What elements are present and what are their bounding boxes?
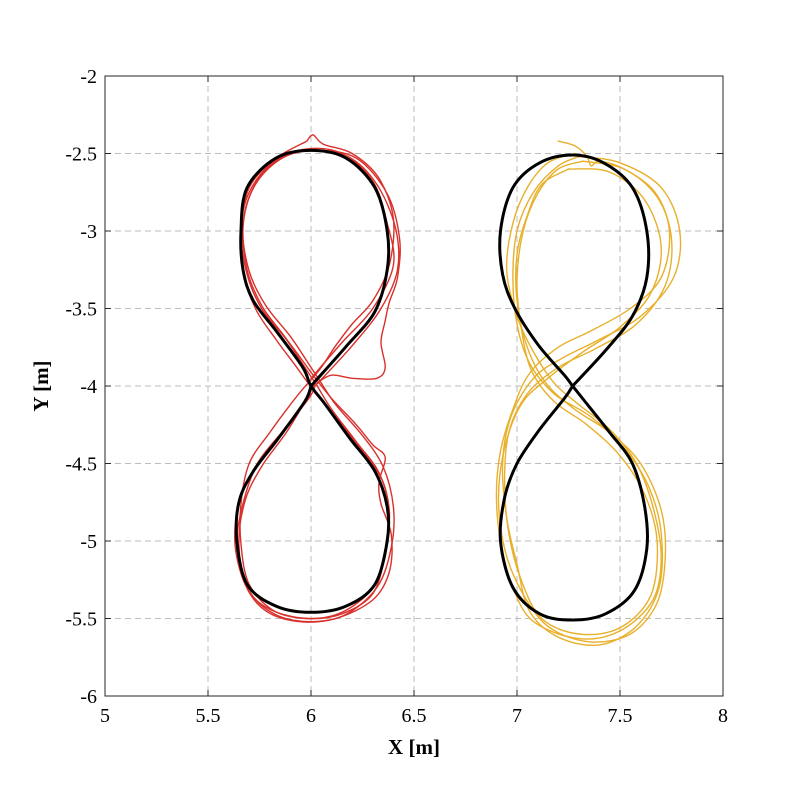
x-tick-label: 5 <box>100 705 110 727</box>
y-tick-label: -6 <box>80 686 97 708</box>
y-axis-label: Y [m] <box>29 360 53 411</box>
y-tick-label: -4.5 <box>65 454 97 476</box>
x-tick-labels: 5 5.5 6 6.5 7 7.5 8 <box>100 705 728 727</box>
reference-trajectory-line <box>498 153 651 622</box>
x-tick-label: 7.5 <box>608 705 633 727</box>
y-tick-label: -2 <box>80 66 97 88</box>
series-layer <box>234 134 682 647</box>
y-tick-label: -3.5 <box>65 299 97 321</box>
measured-trajectory-line <box>501 155 682 647</box>
axis-ticks <box>104 75 724 697</box>
x-tick-label: 7 <box>512 705 522 727</box>
y-tick-label: -4 <box>80 376 97 398</box>
y-tick-label: -5 <box>80 531 97 553</box>
x-tick-label: 8 <box>718 705 728 727</box>
y-tick-label: -3 <box>80 221 97 243</box>
x-axis-label: X [m] <box>388 735 440 759</box>
x-tick-label: 5.5 <box>196 705 221 727</box>
reference-trajectory-line <box>234 148 391 614</box>
x-tick-label: 6 <box>306 705 316 727</box>
x-tick-label: 6.5 <box>402 705 427 727</box>
measured-trajectory-line <box>234 149 401 623</box>
y-tick-label: -2.5 <box>65 144 97 166</box>
y-tick-label: -5.5 <box>65 609 97 631</box>
y-tick-labels: -6 -5.5 -5 -4.5 -4 -3.5 -3 -2.5 -2 <box>65 66 97 708</box>
